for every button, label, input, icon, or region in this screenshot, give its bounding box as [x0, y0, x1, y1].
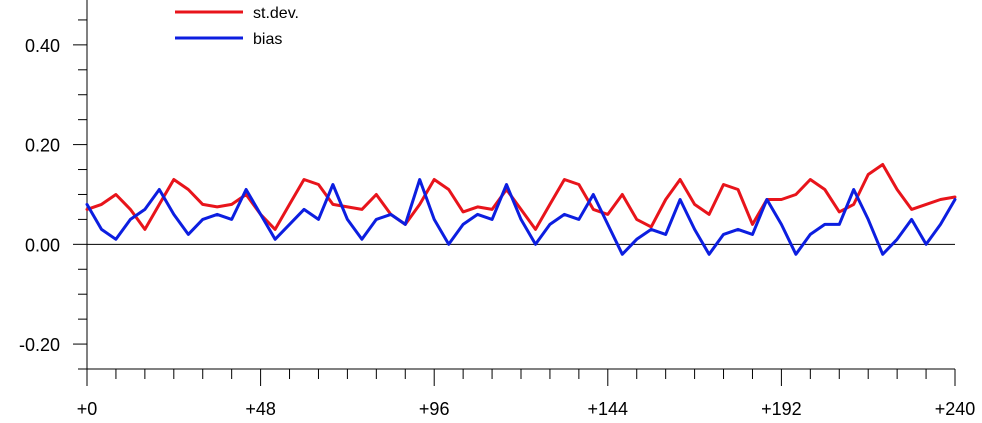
legend-label-stdev: st.dev. [253, 5, 299, 22]
chart-axes: +0 +48 +96 +144 +192 +240 -0.20 0.00 0.20 0.40 [19, 0, 975, 419]
series-line-stdev [85, 163, 957, 231]
y-tick-label: 0.00 [25, 235, 60, 255]
chart-legend: st.dev. bias [175, 5, 299, 48]
x-tick-label: +240 [935, 399, 976, 419]
y-tick-label: -0.20 [19, 335, 60, 355]
series-line-bias [85, 178, 957, 256]
y-tick-label: 0.40 [25, 36, 60, 56]
x-tick-label: +144 [588, 399, 629, 419]
x-tick-label: +0 [77, 399, 98, 419]
x-tick-label: +48 [245, 399, 276, 419]
x-tick-label: +96 [419, 399, 450, 419]
legend-label-bias: bias [253, 31, 282, 48]
chart-series [85, 163, 957, 256]
x-tick-label: +192 [761, 399, 802, 419]
y-tick-label: 0.20 [25, 136, 60, 156]
